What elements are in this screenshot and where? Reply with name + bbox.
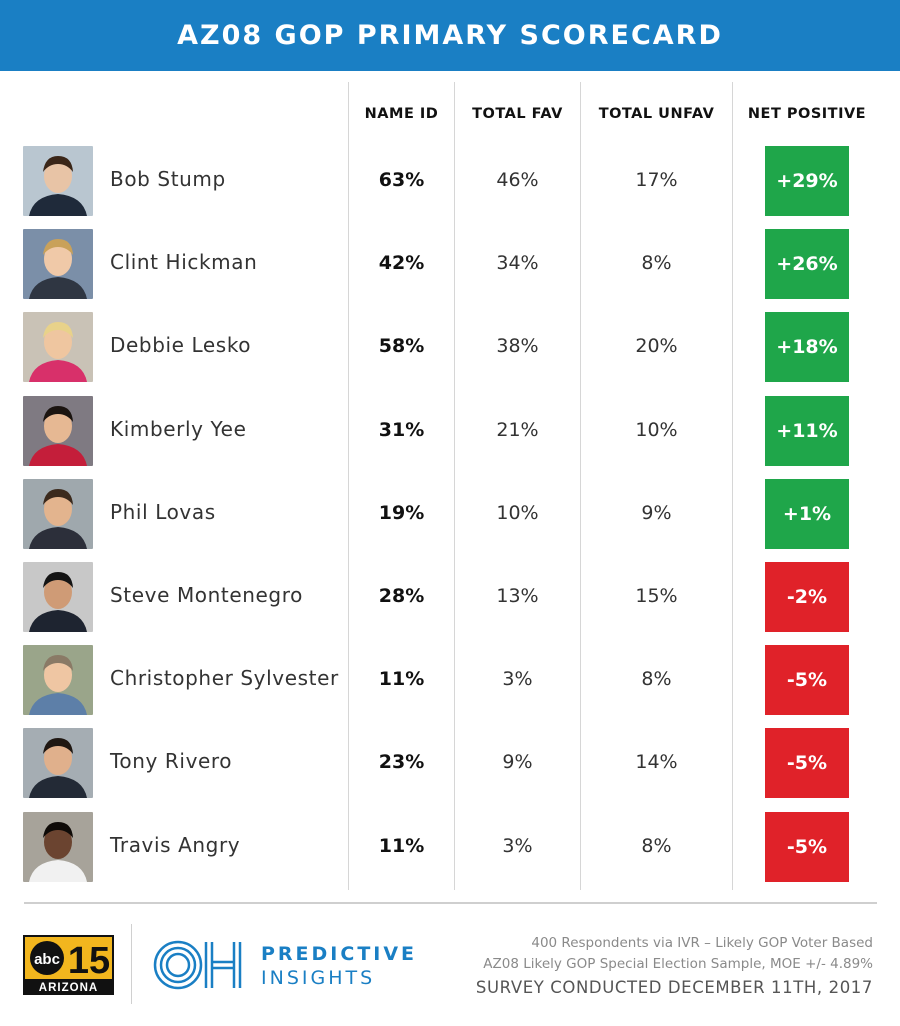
total-fav-value: 10% [496,501,539,524]
candidate-name: Debbie Lesko [110,333,252,358]
total-unfav-value: 8% [641,834,672,857]
candidate-name: Steve Montenegro [110,583,303,607]
candidate-photo [23,229,93,300]
candidate-photo [23,478,93,549]
candidate-name: Travis Angry [110,832,241,857]
table-row: Christopher Sylvester 11% 3% 8% -5% [0,644,900,716]
channel-number: 15 [68,940,110,982]
net-positive-badge: -5% [765,728,849,799]
candidate-name: Tony Rivero [110,749,233,774]
candidate-name: Bob Stump [110,167,226,191]
candidate-name: Kimberly Yee [110,416,247,441]
table-row: Bob Stump 63% 46% 17% +29% [0,145,900,217]
total-fav-value: 38% [496,335,539,358]
net-positive-badge: +1% [765,478,849,549]
candidate-photo [23,728,93,799]
table-row: Kimberly Yee 31% 21% 10% +11% [0,395,900,467]
column-divider [732,82,733,890]
net-positive-badge: -5% [765,811,849,882]
candidate-photo [23,645,93,716]
total-unfav-value: 8% [641,252,672,275]
table-row: Tony Rivero 23% 9% 14% -5% [0,727,900,799]
sample-note: AZ08 Likely GOP Special Election Sample,… [483,956,873,972]
name-id-value: 23% [378,751,425,774]
column-header-total-unfav: TOTAL UNFAV [598,106,715,122]
net-positive-badge: -5% [765,645,849,716]
total-fav-value: 34% [496,252,539,275]
total-unfav-value: 10% [635,418,678,441]
abc15-arizona-logo: abc 15 ARIZONA [23,935,114,995]
column-divider [348,82,349,890]
name-id-value: 42% [378,252,425,275]
candidate-name: Phil Lovas [110,499,216,524]
name-id-value: 11% [378,668,425,691]
total-fav-value: 3% [502,668,533,691]
insights-label: INSIGHTS [261,967,376,989]
name-id-value: 58% [378,335,425,358]
footer-separator [131,924,132,1004]
total-unfav-value: 17% [635,169,678,191]
table-row: Phil Lovas 19% 10% 9% +1% [0,478,900,550]
footer-divider [24,902,877,904]
candidate-photo [23,146,93,216]
header-banner: AZ08 GOP PRIMARY SCORECARD [0,0,900,71]
column-header-net-positive: NET POSITIVE [747,106,867,122]
column-divider [454,82,455,890]
net-positive-badge: +29% [765,146,849,216]
total-fav-value: 46% [496,169,539,191]
name-id-value: 19% [378,501,425,524]
abc-wordmark: abc [34,951,60,968]
candidate-photo [23,312,93,383]
name-id-value: 31% [378,418,425,441]
total-unfav-value: 14% [635,751,678,774]
methodology-note: 400 Respondents via IVR – Likely GOP Vot… [531,935,873,951]
total-fav-value: 21% [496,418,539,441]
net-positive-badge: +26% [765,229,849,300]
region-label: ARIZONA [39,982,98,994]
table-row: Steve Montenegro 28% 13% 15% -2% [0,561,900,633]
page-title: AZ08 GOP PRIMARY SCORECARD [177,20,723,51]
net-positive-badge: -2% [765,562,849,632]
net-positive-badge: +11% [765,395,849,466]
candidate-photo [23,395,93,466]
name-id-value: 28% [378,585,425,607]
predictive-label: PREDICTIVE [261,943,418,965]
name-id-value: 63% [378,169,425,191]
column-header-total-fav: TOTAL FAV [472,106,563,122]
total-unfav-value: 8% [641,668,672,691]
total-fav-value: 9% [502,751,533,774]
name-id-value: 11% [378,834,425,857]
table-row: Debbie Lesko 58% 38% 20% +18% [0,311,900,383]
candidate-name: Clint Hickman [110,250,258,275]
candidate-photo [23,562,93,632]
total-fav-value: 13% [496,585,539,607]
candidate-name: Christopher Sylvester [110,666,339,691]
column-header-name-id: NAME ID [364,106,439,122]
survey-date: SURVEY CONDUCTED DECEMBER 11TH, 2017 [475,978,873,997]
predictive-insights-logo [150,935,245,995]
column-divider [580,82,581,890]
table-row: Travis Angry 11% 3% 8% -5% [0,811,900,883]
table-row: Clint Hickman 42% 34% 8% +26% [0,228,900,300]
total-unfav-value: 20% [635,335,678,358]
total-unfav-value: 15% [635,585,678,607]
candidate-photo [23,811,93,882]
total-unfav-value: 9% [641,501,672,524]
total-fav-value: 3% [502,834,533,857]
net-positive-badge: +18% [765,312,849,383]
